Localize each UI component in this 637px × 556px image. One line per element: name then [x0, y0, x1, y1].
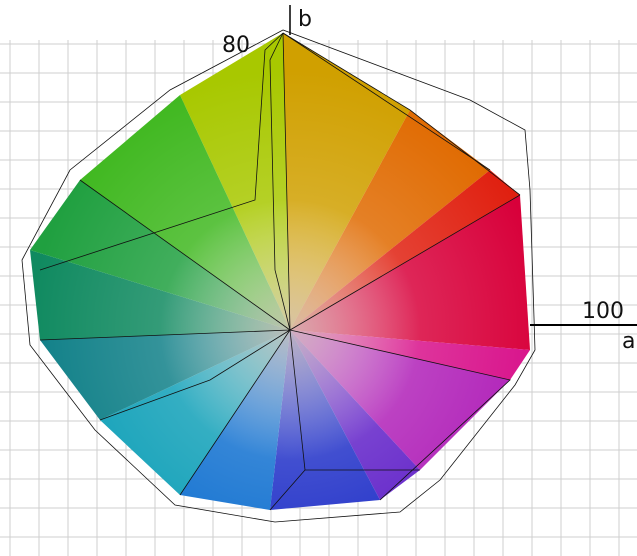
- a-axis-label: a: [622, 329, 635, 354]
- a-axis-value: 100: [582, 299, 624, 324]
- axes: b 80 100 a: [222, 5, 637, 354]
- gamut-solid: [30, 33, 530, 510]
- b-axis-label: b: [298, 7, 312, 32]
- wireframe: [21, 29, 536, 523]
- b-axis-value: 80: [222, 33, 250, 58]
